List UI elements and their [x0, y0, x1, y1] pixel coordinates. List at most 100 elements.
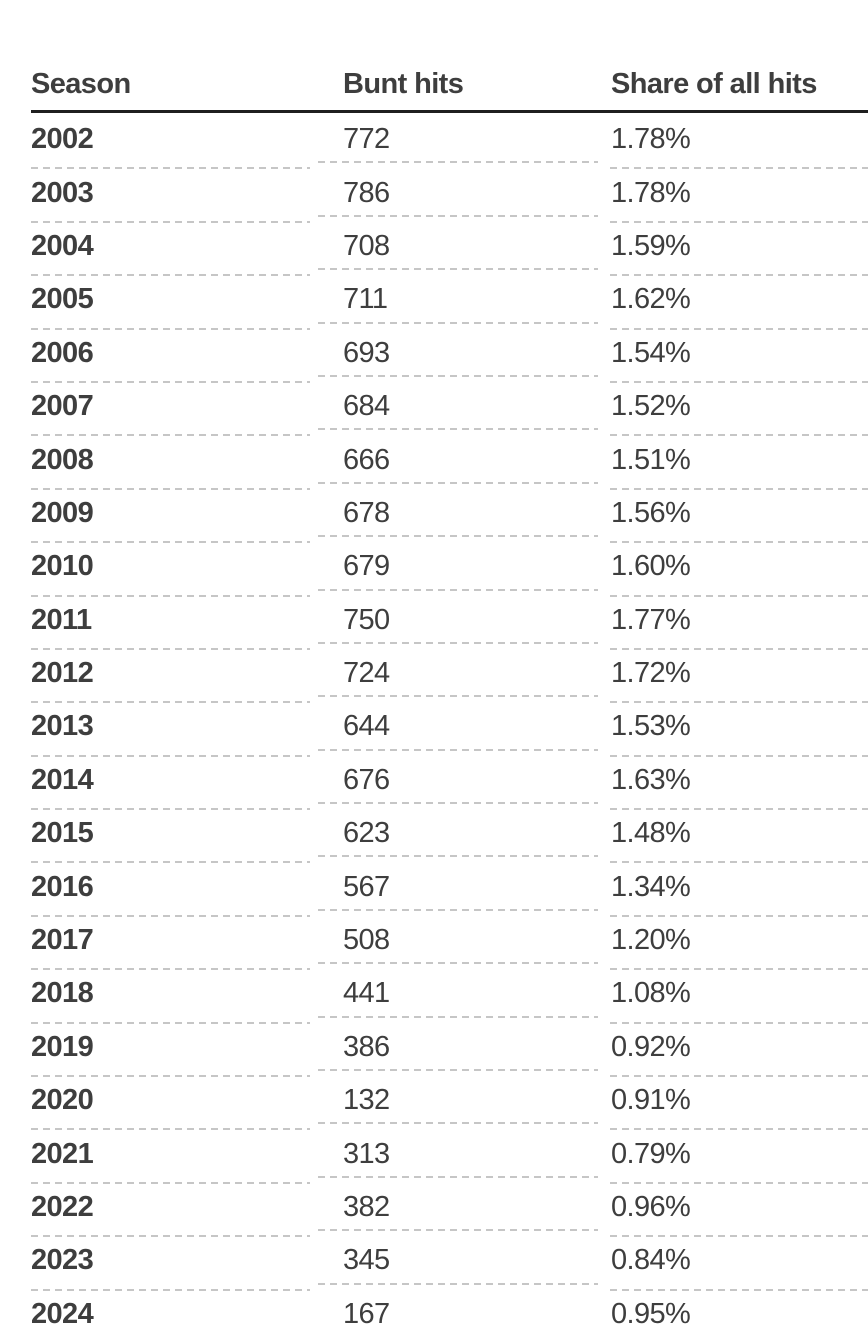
- season-value: 2020: [31, 1084, 94, 1117]
- season-cell: 2008: [31, 433, 318, 491]
- bunt-hits-cell: 786: [318, 166, 610, 219]
- column-header-share-of-all-hits: Share of all hits: [611, 67, 817, 100]
- bunt-hits-value: 441: [343, 977, 390, 1010]
- bunt-hits-value: 313: [343, 1137, 390, 1170]
- season-value: 2003: [31, 176, 94, 209]
- bunt-hits-cell: 693: [318, 327, 610, 380]
- bunt-hits-value: 679: [343, 550, 390, 583]
- season-value: 2004: [31, 229, 94, 262]
- season-value: 2010: [31, 550, 94, 583]
- table-row: 2008 666 1.51%: [31, 433, 868, 491]
- season-value: 2018: [31, 977, 94, 1010]
- bunt-hits-cell: 345: [318, 1234, 610, 1287]
- bunt-hits-value: 678: [343, 496, 390, 529]
- season-value: 2021: [31, 1137, 94, 1170]
- share-value: 1.54%: [611, 336, 691, 369]
- season-cell: 2017: [31, 914, 318, 971]
- table-row: 2013 644 1.53%: [31, 700, 868, 758]
- season-value: 2013: [31, 710, 94, 743]
- share-cell: 1.63%: [610, 754, 868, 811]
- bunt-hits-cell: 676: [318, 754, 610, 807]
- season-value: 2016: [31, 870, 94, 903]
- bunt-hits-value: 567: [343, 870, 390, 903]
- table-body: 2002 772 1.78% 2003 786 1.78% 2004 708 1…: [31, 113, 868, 1341]
- season-cell: 2015: [31, 807, 318, 864]
- season-cell: 2011: [31, 594, 318, 651]
- table-row: 2020 132 0.91%: [31, 1074, 868, 1131]
- season-value: 2024: [31, 1297, 94, 1330]
- bunt-hits-value: 786: [343, 176, 390, 209]
- season-value: 2022: [31, 1191, 94, 1223]
- season-value: 2023: [31, 1244, 94, 1277]
- bunt-hits-cell: 711: [318, 273, 610, 326]
- share-cell: 0.84%: [610, 1234, 868, 1292]
- season-value: 2007: [31, 390, 94, 423]
- table-row: 2004 708 1.59%: [31, 220, 868, 277]
- bunt-hits-cell: 623: [318, 807, 610, 860]
- bunt-hits-cell: 441: [318, 967, 610, 1020]
- season-value: 2014: [31, 763, 94, 796]
- share-value: 1.60%: [611, 550, 691, 583]
- bunt-hits-value: 666: [343, 443, 390, 476]
- bunt-hits-cell: 666: [318, 433, 610, 486]
- bunt-hits-value: 724: [343, 657, 390, 690]
- season-value: 2017: [31, 924, 94, 957]
- bunt-hits-value: 708: [343, 229, 390, 262]
- data-table: Season Bunt hits Share of all hits 2002 …: [31, 58, 868, 1341]
- share-cell: 0.92%: [610, 1021, 868, 1078]
- season-cell: 2024: [31, 1288, 318, 1341]
- season-cell: 2005: [31, 273, 318, 330]
- season-cell: 2010: [31, 540, 318, 597]
- bunt-hits-value: 684: [343, 390, 390, 423]
- bunt-hits-cell: 382: [318, 1181, 610, 1234]
- share-value: 0.96%: [611, 1191, 691, 1223]
- share-value: 1.08%: [611, 977, 691, 1010]
- table-row: 2023 345 0.84%: [31, 1234, 868, 1292]
- share-cell: 1.52%: [610, 380, 868, 437]
- bunt-hits-value: 644: [343, 710, 390, 743]
- bunt-hits-cell: 386: [318, 1021, 610, 1074]
- season-value: 2011: [31, 603, 92, 636]
- bunt-hits-value: 750: [343, 603, 390, 636]
- share-value: 0.95%: [611, 1297, 691, 1330]
- share-cell: 1.72%: [610, 647, 868, 704]
- share-cell: 1.20%: [610, 914, 868, 971]
- share-value: 1.78%: [611, 176, 691, 209]
- share-value: 1.63%: [611, 763, 691, 796]
- table-row: 2010 679 1.60%: [31, 540, 868, 597]
- share-cell: 1.34%: [610, 860, 868, 918]
- share-cell: 1.08%: [610, 967, 868, 1025]
- table-row: 2017 508 1.20%: [31, 914, 868, 971]
- season-cell: 2013: [31, 700, 318, 758]
- table-row: 2022 382 0.96%: [31, 1181, 868, 1238]
- bunt-hits-cell: 772: [318, 113, 610, 166]
- share-value: 1.72%: [611, 657, 691, 690]
- share-cell: 1.53%: [610, 700, 868, 758]
- table-row: 2009 678 1.56%: [31, 487, 868, 544]
- bunt-hits-value: 345: [343, 1244, 390, 1277]
- bunt-hits-cell: 132: [318, 1074, 610, 1127]
- season-cell: 2003: [31, 166, 318, 224]
- season-value: 2005: [31, 283, 94, 316]
- season-cell: 2007: [31, 380, 318, 437]
- share-value: 1.48%: [611, 817, 691, 850]
- share-cell: 1.60%: [610, 540, 868, 597]
- season-cell: 2002: [31, 113, 318, 170]
- season-cell: 2022: [31, 1181, 318, 1238]
- table-row: 2018 441 1.08%: [31, 967, 868, 1025]
- share-value: 1.51%: [611, 443, 691, 476]
- table-row: 2012 724 1.72%: [31, 647, 868, 704]
- share-cell: 1.78%: [610, 166, 868, 224]
- share-value: 1.34%: [611, 870, 691, 903]
- bunt-hits-value: 676: [343, 763, 390, 796]
- bunt-hits-value: 508: [343, 924, 390, 957]
- share-value: 1.20%: [611, 924, 691, 957]
- bunt-hits-cell: 678: [318, 487, 610, 540]
- table-row: 2024 167 0.95%: [31, 1288, 868, 1341]
- bunt-hits-value: 167: [343, 1297, 390, 1330]
- season-value: 2009: [31, 496, 94, 529]
- table-row: 2007 684 1.52%: [31, 380, 868, 437]
- table-row: 2011 750 1.77%: [31, 594, 868, 651]
- season-cell: 2004: [31, 220, 318, 277]
- season-cell: 2012: [31, 647, 318, 704]
